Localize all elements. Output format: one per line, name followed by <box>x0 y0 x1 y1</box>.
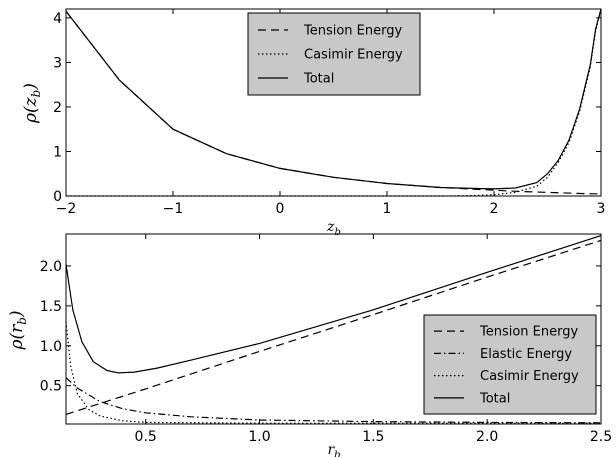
bottom-x-tick-label: 1.5 <box>362 429 384 445</box>
bottom-x-tick-label: 2.5 <box>590 429 612 445</box>
top-series-total <box>65 8 602 190</box>
top-chart: −2 −1 0 1 2 3 0 1 2 3 4 Tension Energy Casimir Ener… <box>21 8 606 238</box>
bottom-legend: Tension Energy Elastic Energy Casimir Ener… <box>423 314 597 415</box>
bottom-y-tick-label: 1.5 <box>40 299 62 315</box>
bottom-legend-label-tension-energy: Tension Energy <box>479 325 578 340</box>
top-y-axis-label: ρ(zb) <box>21 83 43 124</box>
bottom-legend-label-elastic-energy: Elastic Energy <box>480 347 572 362</box>
top-legend-label-casimir-energy: Casimir Energy <box>304 48 403 63</box>
top-y-tick-label: 1 <box>53 144 62 160</box>
bottom-series-elastic-energy <box>65 377 602 424</box>
top-legend-box <box>247 12 421 96</box>
top-y-tick-label: 0 <box>53 189 62 205</box>
bottom-x-tick-label: 2.0 <box>476 429 498 445</box>
top-x-tick-label: −1 <box>163 201 184 217</box>
bottom-x-tick-label: 0.5 <box>135 429 157 445</box>
bottom-y-tick-label: 0.5 <box>40 379 62 395</box>
top-x-tick-label: 3 <box>597 201 606 217</box>
bottom-y-axis-label: ρ(rb) <box>7 310 29 350</box>
bottom-legend-label-total: Total <box>479 391 510 406</box>
top-y-tick-label: 2 <box>53 100 62 116</box>
top-y-tick-label: 4 <box>53 11 62 27</box>
top-x-tick-label: −2 <box>56 201 77 217</box>
bottom-legend-label-casimir-energy: Casimir Energy <box>480 369 579 384</box>
top-legend-label-total: Total <box>303 72 334 87</box>
top-legend-label-tension-energy: Tension Energy <box>303 24 402 39</box>
bottom-series-total <box>65 235 602 374</box>
top-x-tick-label: 0 <box>276 201 285 217</box>
top-legend: Tension Energy Casimir Energy Total <box>247 12 421 96</box>
top-x-tick-label: 1 <box>383 201 392 217</box>
bottom-x-tick-label: 1.0 <box>248 429 270 445</box>
top-x-tick-label: 2 <box>490 201 499 217</box>
bottom-series-casimir-energy <box>65 321 601 424</box>
top-y-tick-label: 3 <box>53 55 62 71</box>
bottom-series-tension-energy <box>65 239 602 415</box>
bottom-y-tick-label: 1.0 <box>40 339 62 355</box>
bottom-y-tick-label: 2.0 <box>40 259 62 275</box>
bottom-chart: 0.5 1.0 1.5 2.0 2.5 0.5 1.0 1.5 2.0 Tension Ener… <box>7 233 612 457</box>
